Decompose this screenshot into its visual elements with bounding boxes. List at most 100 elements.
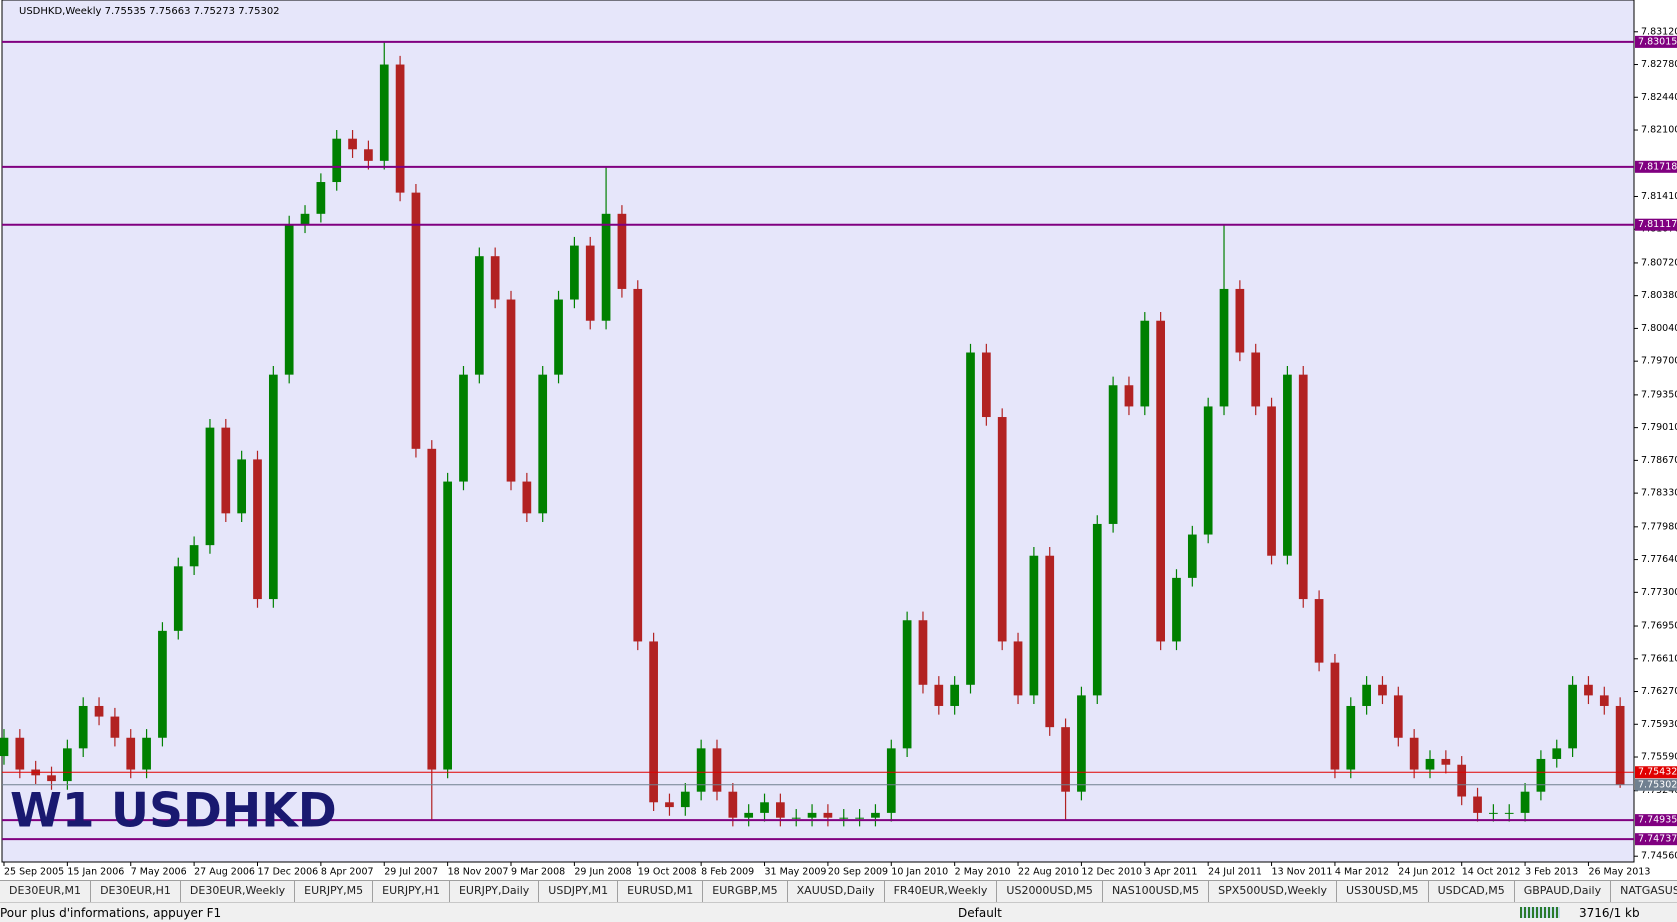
chart-tab[interactable]: FR40EUR,Weekly [885,881,998,902]
chart-tab[interactable]: US2000USD,M5 [997,881,1103,902]
candle-body [1441,758,1451,765]
candle-body [823,812,833,818]
candle-body [776,802,785,818]
candle-body [1203,406,1213,535]
x-tick-label: 3 Apr 2011 [1145,867,1198,878]
chart-tab[interactable]: NATGASUSD,M5 [1611,881,1677,902]
candle-body [379,64,389,161]
chart-tab[interactable]: EURJPY,H1 [373,881,450,902]
chart-tab[interactable]: DE30EUR,H1 [91,881,181,902]
level-label: 7.75302 [1638,779,1677,790]
candle-body [760,802,769,813]
candle-body [1077,695,1086,792]
candle-body [1504,812,1514,814]
candle-body [1378,684,1387,696]
y-tick-label: 7.79700 [1641,356,1677,367]
candle-body [934,684,944,706]
chart-tab[interactable]: XAUUSD,Daily [788,881,885,902]
chart-tab[interactable]: EURJPY,M5 [295,881,374,902]
y-tick-label: 7.77640 [1641,554,1677,565]
candle-body [237,459,247,514]
x-tick-label: 9 Mar 2008 [511,867,565,878]
candle-body [1267,406,1276,556]
candle-body [1235,288,1245,353]
x-tick-label: 13 Nov 2011 [1272,867,1333,878]
candle-body [1536,758,1546,792]
level-label: 7.75432 [1638,767,1677,778]
candle-body [807,812,817,818]
tab-bar: DE30EUR,M1 DE30EUR,H1 DE30EUR,Weekly EURJPY… [0,880,1677,902]
x-tick-label: 10 Jan 2010 [891,867,948,878]
level-label-bg [1635,160,1677,173]
y-tick-label: 7.78330 [1641,488,1677,499]
candle-body [1473,796,1482,813]
y-tick-label: 7.80720 [1641,257,1677,268]
y-tick-label: 7.77980 [1641,521,1677,532]
candle-body [855,817,864,819]
y-tick-label: 7.74560 [1641,851,1677,862]
candle-body [1552,748,1562,759]
candle-body [1584,684,1593,696]
level-label-bg [1635,35,1677,48]
candle-body [1330,662,1340,770]
chart-tab[interactable]: DE30EUR,M1 [0,881,92,902]
candle-body [1599,695,1609,706]
chart-tab[interactable]: EURUSD,M1 [618,881,704,902]
chart-tab[interactable]: US30USD,M5 [1337,881,1429,902]
x-tick-label: 4 Mar 2012 [1335,867,1389,878]
candle-body [284,224,294,375]
chart-tab[interactable]: USDCAD,M5 [1429,881,1515,902]
y-tick-label: 7.75590 [1641,752,1677,763]
status-traffic: 3716/1 kb [1579,906,1640,920]
chart-tab[interactable]: GBPAUD,Daily [1515,881,1612,902]
y-tick-label: 7.80380 [1641,290,1677,301]
candle-body [886,748,896,813]
chart-tab[interactable]: USDJPY,M1 [539,881,619,902]
candle-body [1029,555,1039,696]
candle-body [1615,705,1625,785]
candle-body [15,737,25,770]
chart-tab[interactable]: SPX500USD,Weekly [1209,881,1338,902]
status-bar: Pour plus d'informations, appuyer F1 Def… [0,902,1677,922]
candle-body [1092,523,1102,696]
candle-body [1409,737,1419,770]
x-tick-label: 7 May 2006 [131,867,187,878]
candle-body [459,374,468,482]
candle-body [78,705,88,749]
candle-body [950,684,960,706]
candle-body [300,213,310,225]
y-tick-label: 7.79350 [1641,389,1677,400]
chart: USDHKD,Weekly 7.75535 7.75663 7.75273 7.… [0,0,1677,878]
chart-tab[interactable]: EURGBP,M5 [703,881,788,902]
candle-body [189,545,199,567]
y-tick-label: 7.82780 [1641,59,1677,70]
level-label-bg [1635,814,1677,827]
chart-tab[interactable]: NAS100USD,M5 [1103,881,1210,902]
candle-body [1489,812,1498,814]
level-label-bg [1635,766,1677,779]
y-tick-label: 7.82440 [1641,92,1677,103]
candle-body [364,149,373,161]
traffic-icon [1520,907,1560,918]
x-tick-label: 24 Jun 2012 [1398,867,1455,878]
candle-body [522,481,532,514]
candle-body [997,417,1007,642]
x-tick-label: 2 May 2010 [955,867,1011,878]
watermark: W1 USDHKD [10,784,337,839]
candle-body [871,812,880,818]
chart-title: USDHKD,Weekly 7.75535 7.75663 7.75273 7.… [19,6,280,17]
candle-body [633,288,643,642]
x-tick-label: 27 Aug 2006 [194,867,255,878]
level-label: 7.81117 [1638,219,1677,230]
candle-body [554,299,563,375]
x-tick-label: 26 May 2013 [1588,867,1650,878]
candle-body [570,245,579,300]
candle-body [1425,758,1435,770]
candle-body [1283,374,1292,556]
level-label-bg [1635,778,1677,791]
chart-tab[interactable]: EURJPY,Daily [450,881,540,902]
candle-body [902,620,912,749]
chart-tab[interactable]: DE30EUR,Weekly [181,881,296,902]
candle-body [158,630,167,738]
